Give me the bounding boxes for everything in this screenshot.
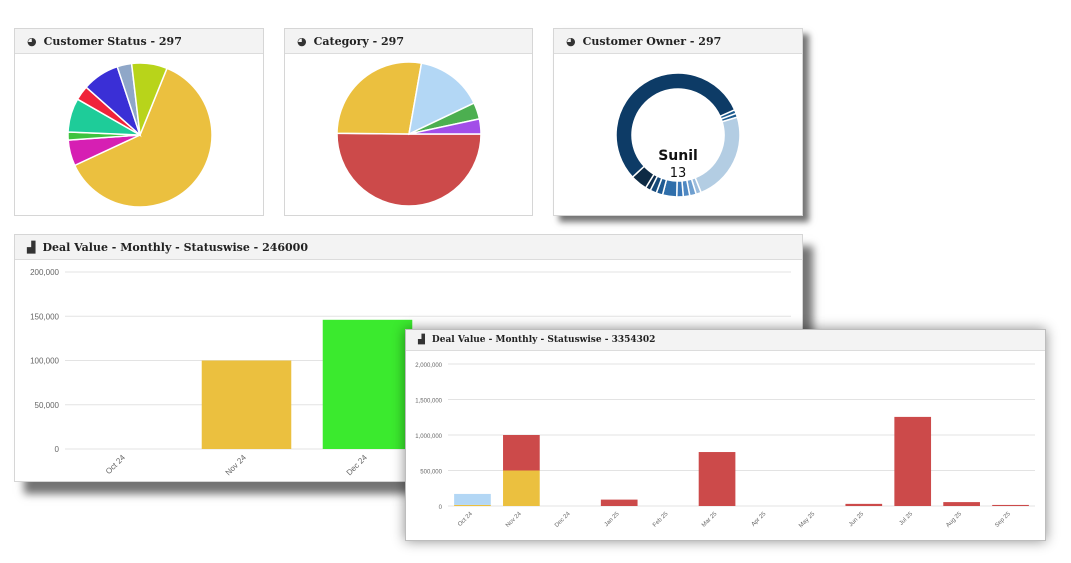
category-panel: ◕ Category - 297: [284, 28, 533, 216]
y-tick-label: 0: [55, 445, 60, 454]
category-title: Category - 297: [313, 34, 404, 48]
x-tick-label: Mar 25: [701, 511, 719, 529]
bar-chart-icon: ▟: [27, 240, 36, 254]
deal-value-overlay-header: ▟ Deal Value - Monthly - Statuswise - 33…: [406, 330, 1045, 351]
customer-status-title: Customer Status - 297: [43, 34, 182, 48]
x-tick-label: Jul 25: [899, 511, 915, 527]
customer-status-panel: ◕ Customer Status - 297: [14, 28, 264, 216]
customer-owner-panel: ◕ Customer Owner - 297 Sunil 13: [553, 28, 803, 216]
x-tick-label: Oct 24: [104, 453, 127, 476]
x-tick-label: Sep 25: [994, 511, 1012, 529]
deal-value-overlay-bar-chart: 0 500,000 1,000,000 1,500,000 2,000,000 Oct 2…: [415, 363, 1035, 530]
x-tick-label: Oct 24: [457, 511, 474, 528]
bar-chart-icon: ▟: [418, 335, 425, 345]
pie-slice[interactable]: [73, 67, 213, 208]
y-tick-label: 500,000: [420, 470, 442, 476]
category-header: ◕ Category - 297: [285, 29, 532, 54]
x-tick-label: Jan 25: [604, 511, 621, 528]
bar[interactable]: [992, 504, 1029, 506]
donut-center-value: 13: [670, 166, 687, 181]
y-tick-label: 150,000: [30, 312, 59, 321]
x-tick-label: Dec 24: [554, 511, 572, 529]
pie-slice[interactable]: [694, 116, 741, 194]
x-tick-label: Feb 25: [652, 511, 670, 529]
pie-chart-icon: ◕: [27, 34, 37, 48]
y-tick-label: 2,000,000: [415, 363, 442, 369]
pie-chart-icon: ◕: [297, 34, 307, 48]
y-tick-label: 1,000,000: [415, 434, 442, 440]
pie-slice[interactable]: [336, 61, 423, 135]
deal-value-overlay-panel: ▟ Deal Value - Monthly - Statuswise - 33…: [405, 329, 1046, 541]
pie-slice[interactable]: [336, 132, 482, 207]
pie-slice[interactable]: [615, 72, 736, 179]
x-tick-label: Nov 24: [224, 453, 249, 478]
x-tick-label: Apr 25: [751, 511, 768, 528]
x-tick-label: Jun 25: [848, 511, 865, 528]
pie-chart-icon: ◕: [566, 34, 576, 48]
y-tick-label: 1,500,000: [415, 399, 442, 405]
bar[interactable]: [201, 360, 292, 450]
bar[interactable]: [322, 319, 413, 449]
bar[interactable]: [845, 503, 883, 506]
y-tick-label: 100,000: [30, 357, 59, 366]
x-tick-label: Dec 24: [345, 453, 370, 478]
x-tick-label: May 25: [798, 511, 817, 530]
pie-slice[interactable]: [408, 62, 476, 136]
y-tick-label: 0: [439, 505, 443, 511]
pie-slice[interactable]: [130, 62, 168, 136]
category-pie: [336, 61, 482, 207]
deal-value-title: Deal Value - Monthly - Statuswise - 2460…: [42, 240, 308, 254]
customer-owner-header: ◕ Customer Owner - 297: [554, 29, 802, 54]
y-tick-label: 200,000: [30, 268, 59, 277]
bar[interactable]: [454, 504, 491, 506]
bar[interactable]: [503, 435, 540, 471]
x-tick-label: Aug 25: [945, 511, 963, 529]
donut-center-name: Sunil: [658, 148, 698, 164]
bar[interactable]: [600, 499, 638, 506]
bar[interactable]: [698, 452, 736, 506]
customer-status-pie: [67, 62, 213, 208]
pie-slice[interactable]: [408, 117, 482, 135]
deal-value-overlay-title: Deal Value - Monthly - Statuswise - 3354…: [431, 335, 656, 345]
customer-owner-title: Customer Owner - 297: [582, 34, 722, 48]
customer-status-header: ◕ Customer Status - 297: [15, 29, 263, 54]
deal-value-header: ▟ Deal Value - Monthly - Statuswise - 24…: [15, 235, 802, 260]
x-tick-label: Nov 24: [505, 511, 523, 529]
bar[interactable]: [894, 416, 932, 506]
customer-owner-donut: Sunil 13: [615, 72, 741, 198]
bar[interactable]: [454, 493, 491, 505]
y-tick-label: 50,000: [35, 401, 60, 410]
bar[interactable]: [943, 502, 980, 506]
bar[interactable]: [503, 470, 540, 507]
